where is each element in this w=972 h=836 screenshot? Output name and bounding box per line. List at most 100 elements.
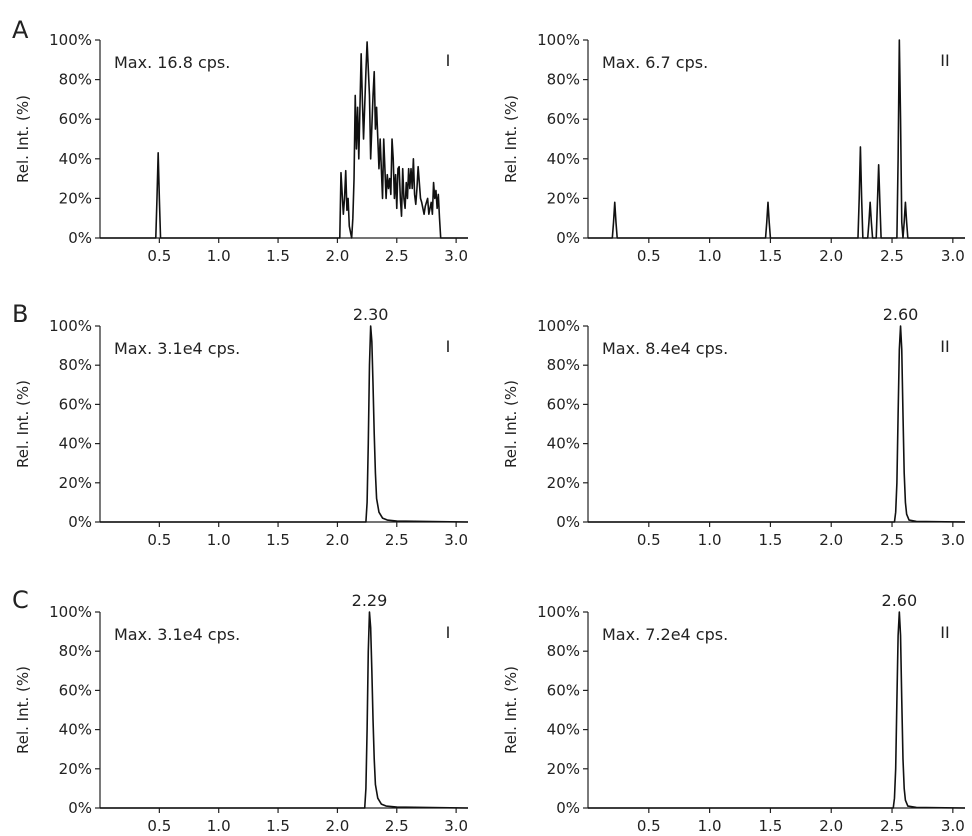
peak-retention-label: 2.29 bbox=[352, 591, 388, 610]
x-tick-label: 0.5 bbox=[147, 817, 171, 835]
x-tick-label: 1.0 bbox=[207, 817, 231, 835]
x-tick-label: 0.5 bbox=[637, 531, 661, 549]
panel-tag: II bbox=[940, 337, 949, 356]
y-tick-label: 60% bbox=[59, 110, 92, 128]
x-tick-label: 2.0 bbox=[819, 247, 843, 265]
x-tick-label: 2.0 bbox=[819, 817, 843, 835]
y-tick-label: 0% bbox=[556, 513, 580, 531]
y-tick-label: 60% bbox=[547, 110, 580, 128]
x-tick-label: 2.5 bbox=[880, 247, 904, 265]
y-tick-label: 20% bbox=[59, 474, 92, 492]
max-intensity-label: Max. 3.1e4 cps. bbox=[114, 339, 240, 358]
x-tick-label: 2.0 bbox=[819, 531, 843, 549]
panel-letter-c: C bbox=[12, 586, 29, 614]
y-tick-label: 0% bbox=[556, 229, 580, 247]
y-tick-label: 40% bbox=[547, 721, 580, 739]
y-tick-label: 100% bbox=[537, 603, 580, 621]
series-trace bbox=[588, 39, 965, 239]
y-tick-label: 80% bbox=[547, 356, 580, 374]
x-tick-label: 1.5 bbox=[266, 531, 290, 549]
x-tick-label: 3.0 bbox=[444, 817, 468, 835]
y-tick-label: 20% bbox=[59, 189, 92, 207]
y-tick-label: 100% bbox=[49, 603, 92, 621]
panel-tag: I bbox=[446, 623, 451, 642]
y-axis-label: Rel. Int. (%) bbox=[502, 95, 520, 183]
y-tick-label: 40% bbox=[547, 150, 580, 168]
chart-panel-c-i: 0% 20% 40% 60% 80% 100% 0.5 1.0 1.5 2.0 2.5 3.0 Rel.… bbox=[14, 591, 468, 835]
chart-panel-b-i: 0% 20% 40% 60% 80% 100% 0.5 1.0 1.5 2.0 2.5 3.0 Rel.… bbox=[14, 305, 468, 549]
y-tick-label: 80% bbox=[59, 356, 92, 374]
max-intensity-label: Max. 8.4e4 cps. bbox=[602, 339, 728, 358]
chart-panel-a-i: 0% 20% 40% 60% 80% 100% 0.5 1.0 1.5 2.0 2.5 3.0 Rel.… bbox=[14, 31, 468, 265]
y-tick-label: 80% bbox=[547, 642, 580, 660]
x-tick-label: 2.0 bbox=[325, 247, 349, 265]
x-tick-label: 2.5 bbox=[385, 817, 409, 835]
panel-letter-b: B bbox=[12, 300, 28, 328]
y-tick-label: 100% bbox=[537, 31, 580, 49]
panel-tag: I bbox=[446, 51, 451, 70]
x-tick-label: 0.5 bbox=[147, 531, 171, 549]
x-tick-label: 2.5 bbox=[880, 817, 904, 835]
x-tick-label: 2.0 bbox=[325, 531, 349, 549]
x-tick-label: 1.5 bbox=[758, 247, 782, 265]
y-tick-label: 100% bbox=[537, 317, 580, 335]
y-tick-label: 60% bbox=[547, 681, 580, 699]
x-tick-label: 0.5 bbox=[147, 247, 171, 265]
x-tick-label: 1.0 bbox=[207, 531, 231, 549]
chart-panel-c-ii: 0% 20% 40% 60% 80% 100% 0.5 1.0 1.5 2.0 2.5 3.0 Rel.… bbox=[502, 591, 966, 835]
y-axis-label: Rel. Int. (%) bbox=[14, 380, 32, 468]
x-tick-label: 1.5 bbox=[758, 531, 782, 549]
x-tick-label: 1.5 bbox=[758, 817, 782, 835]
x-tick-label: 2.5 bbox=[385, 247, 409, 265]
y-tick-label: 60% bbox=[547, 395, 580, 413]
y-tick-label: 0% bbox=[68, 799, 92, 817]
y-axis-label: Rel. Int. (%) bbox=[14, 666, 32, 754]
chart-panel-b-ii: 0% 20% 40% 60% 80% 100% 0.5 1.0 1.5 2.0 2.5 3.0 Rel.… bbox=[502, 305, 966, 549]
series-trace bbox=[588, 325, 966, 523]
peak-retention-label: 2.60 bbox=[882, 591, 918, 610]
x-tick-label: 0.5 bbox=[637, 247, 661, 265]
y-tick-label: 80% bbox=[59, 71, 92, 89]
y-tick-label: 0% bbox=[556, 799, 580, 817]
y-tick-label: 40% bbox=[547, 435, 580, 453]
y-tick-label: 100% bbox=[49, 317, 92, 335]
x-tick-label: 3.0 bbox=[444, 531, 468, 549]
x-tick-label: 1.0 bbox=[207, 247, 231, 265]
x-tick-label: 1.0 bbox=[698, 817, 722, 835]
x-tick-label: 1.5 bbox=[266, 247, 290, 265]
y-axis-label: Rel. Int. (%) bbox=[502, 666, 520, 754]
y-tick-label: 0% bbox=[68, 229, 92, 247]
x-tick-label: 3.0 bbox=[444, 247, 468, 265]
y-tick-label: 60% bbox=[59, 395, 92, 413]
x-tick-label: 2.5 bbox=[880, 531, 904, 549]
panel-tag: II bbox=[940, 51, 949, 70]
y-tick-label: 40% bbox=[59, 150, 92, 168]
x-tick-label: 2.0 bbox=[325, 817, 349, 835]
panel-tag: I bbox=[446, 337, 451, 356]
y-tick-label: 80% bbox=[59, 642, 92, 660]
y-tick-label: 80% bbox=[547, 71, 580, 89]
series-trace bbox=[100, 41, 468, 239]
x-tick-label: 3.0 bbox=[941, 531, 965, 549]
series-trace bbox=[588, 611, 966, 809]
peak-retention-label: 2.30 bbox=[353, 305, 389, 324]
x-tick-label: 3.0 bbox=[941, 247, 965, 265]
y-tick-label: 20% bbox=[547, 189, 580, 207]
max-intensity-label: Max. 6.7 cps. bbox=[602, 53, 708, 72]
x-tick-label: 1.0 bbox=[698, 247, 722, 265]
y-tick-label: 60% bbox=[59, 681, 92, 699]
x-tick-label: 1.5 bbox=[266, 817, 290, 835]
y-tick-label: 40% bbox=[59, 435, 92, 453]
peak-retention-label: 2.60 bbox=[883, 305, 919, 324]
y-tick-label: 20% bbox=[547, 474, 580, 492]
series-trace bbox=[100, 611, 469, 809]
panel-tag: II bbox=[940, 623, 949, 642]
y-tick-label: 100% bbox=[49, 31, 92, 49]
x-tick-label: 3.0 bbox=[941, 817, 965, 835]
y-axis-label: Rel. Int. (%) bbox=[14, 95, 32, 183]
series-trace bbox=[100, 325, 469, 523]
y-axis-label: Rel. Int. (%) bbox=[502, 380, 520, 468]
x-tick-label: 1.0 bbox=[698, 531, 722, 549]
y-tick-label: 20% bbox=[59, 760, 92, 778]
